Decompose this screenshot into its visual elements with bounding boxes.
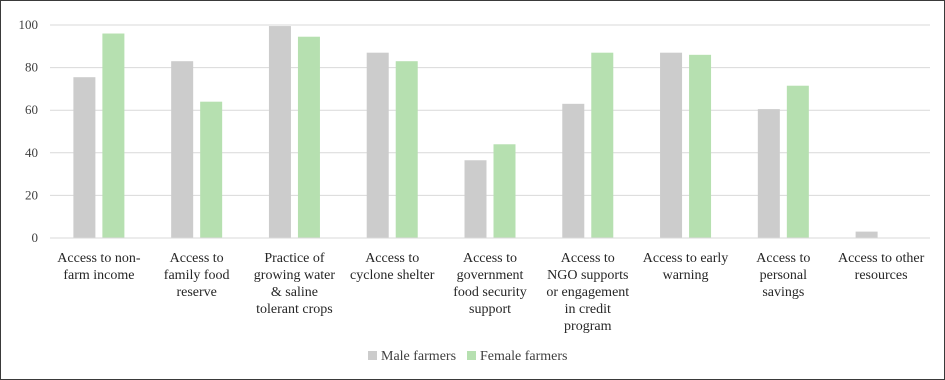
y-tick-label: 60 <box>25 102 38 117</box>
bar-male-0 <box>73 77 96 238</box>
bar-female-1 <box>200 101 223 239</box>
bar-female-0 <box>102 33 125 238</box>
bar-female-6 <box>689 54 712 238</box>
category-label: Access to personal savings <box>756 251 810 300</box>
category-label: Access to non-farm income <box>57 251 141 283</box>
category-labels: Access to non-farm income Access to family… <box>57 251 924 334</box>
bar-male-8 <box>855 231 878 238</box>
bar-male-3 <box>366 52 389 238</box>
legend-swatch-female <box>467 351 476 360</box>
bar-male-6 <box>660 52 683 238</box>
category-label: Practice of growing water & saline tolerant… <box>254 251 336 317</box>
legend-label: Male farmers <box>381 349 456 364</box>
bar-male-4 <box>464 160 487 238</box>
bar-male-1 <box>171 61 194 239</box>
bar-female-7 <box>786 85 809 238</box>
y-tick-label: 80 <box>25 60 38 75</box>
bar-male-2 <box>268 26 291 238</box>
legend-label: Female farmers <box>480 349 567 364</box>
legend: Male farmers Female farmers <box>368 349 567 364</box>
category-label: Access to cyclone shelter <box>350 251 435 283</box>
bar-female-5 <box>591 52 614 238</box>
category-label: Access to NGO supports or engagement in cre… <box>546 251 629 334</box>
y-tick-label: 20 <box>25 187 38 202</box>
category-label: Access to family food reserve <box>164 251 230 300</box>
bar-female-2 <box>297 36 320 239</box>
gridlines <box>50 24 930 196</box>
bar-male-5 <box>562 103 585 238</box>
y-tick-label: 40 <box>25 145 38 160</box>
bar-female-3 <box>395 61 418 239</box>
y-tick-label: 0 <box>32 230 39 245</box>
legend-swatch-male <box>368 351 377 360</box>
category-label: Access to other resources <box>838 251 925 283</box>
y-axis-tick-labels: 0 20 40 60 80 100 <box>19 17 39 245</box>
bar-female-4 <box>493 144 516 238</box>
category-label: Access to government food security support <box>453 251 526 317</box>
bars <box>73 26 878 239</box>
y-tick-label: 100 <box>19 17 39 32</box>
bar-male-7 <box>757 109 780 238</box>
category-label: Access to early warning <box>643 251 729 283</box>
